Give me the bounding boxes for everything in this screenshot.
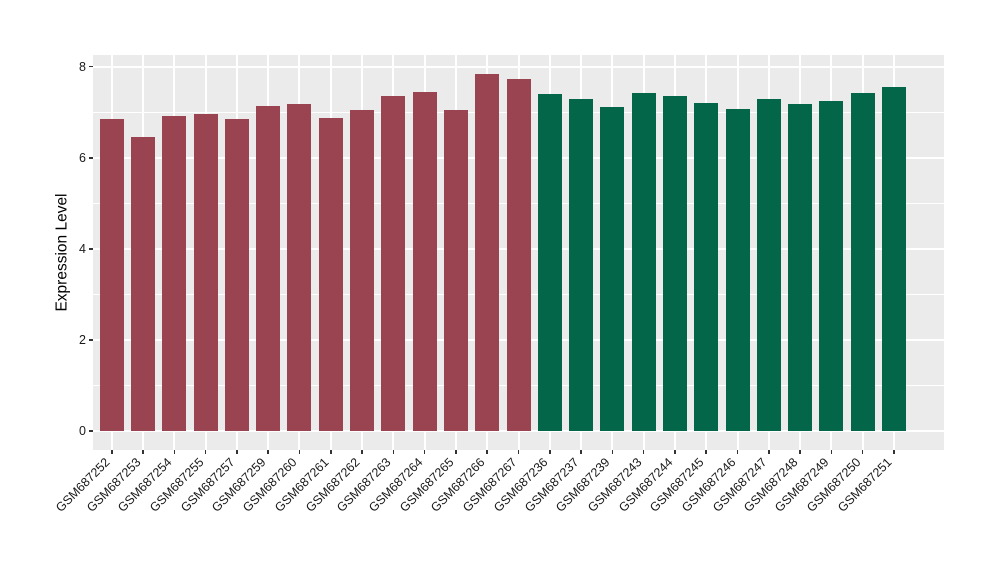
- y-axis-tick: [89, 248, 93, 250]
- y-axis-tick: [89, 339, 93, 341]
- y-tick-label: 2: [79, 332, 86, 347]
- bar: [99, 118, 124, 431]
- bar: [537, 94, 562, 431]
- x-axis-tick: [767, 450, 770, 454]
- x-axis-tick: [204, 450, 207, 454]
- bar: [350, 109, 375, 431]
- x-axis-tick: [173, 450, 176, 454]
- x-axis-tick: [674, 450, 676, 454]
- x-axis-tick: [392, 450, 395, 454]
- bar: [256, 105, 281, 431]
- gridline-major-horizontal: [93, 65, 944, 68]
- bar: [725, 108, 750, 431]
- y-tick-label: 6: [79, 150, 86, 165]
- y-axis-tick: [89, 430, 93, 432]
- x-axis-tick: [110, 450, 113, 454]
- bar: [162, 115, 187, 431]
- bar: [756, 99, 781, 431]
- bar: [506, 79, 531, 431]
- bar: [881, 86, 906, 431]
- x-axis-tick: [642, 450, 645, 454]
- bar: [850, 93, 875, 431]
- x-axis-tick: [236, 450, 238, 454]
- bar: [694, 103, 719, 431]
- bar: [224, 119, 249, 431]
- bar: [475, 73, 500, 431]
- y-axis-tick: [89, 156, 93, 159]
- x-axis-tick: [361, 450, 363, 454]
- bar: [631, 93, 656, 431]
- x-axis-tick: [486, 450, 488, 454]
- x-axis-tick: [517, 450, 520, 454]
- x-axis-tick: [548, 450, 551, 454]
- bar: [443, 110, 468, 431]
- bar: [381, 96, 406, 431]
- x-axis-tick: [611, 450, 614, 454]
- bar: [569, 99, 594, 431]
- plot-panel: [93, 55, 944, 450]
- bar: [318, 117, 343, 431]
- x-axis-tick: [705, 450, 707, 454]
- y-axis-tick: [89, 65, 93, 68]
- x-axis-tick: [830, 450, 833, 454]
- y-tick-label: 8: [79, 59, 86, 74]
- x-axis-tick: [799, 450, 801, 454]
- bar: [193, 114, 218, 431]
- x-axis-tick: [423, 450, 426, 454]
- x-axis-tick: [861, 450, 864, 454]
- bar: [788, 103, 813, 431]
- y-tick-label: 0: [79, 424, 86, 438]
- x-axis-tick: [580, 450, 582, 454]
- bar: [131, 137, 156, 431]
- x-axis-tick: [298, 450, 301, 454]
- x-axis-tick: [329, 450, 332, 454]
- bar: [662, 96, 687, 431]
- bar: [412, 91, 437, 431]
- x-axis-tick: [736, 450, 739, 454]
- x-axis-tick: [455, 450, 457, 454]
- x-axis-tick: [893, 450, 895, 454]
- bar: [819, 101, 844, 431]
- y-tick-label: 4: [79, 241, 86, 256]
- x-axis-tick: [142, 450, 144, 454]
- x-axis-tick: [267, 450, 269, 454]
- bar: [600, 107, 625, 431]
- gridline-major-horizontal: [93, 430, 944, 432]
- bar: [287, 104, 312, 431]
